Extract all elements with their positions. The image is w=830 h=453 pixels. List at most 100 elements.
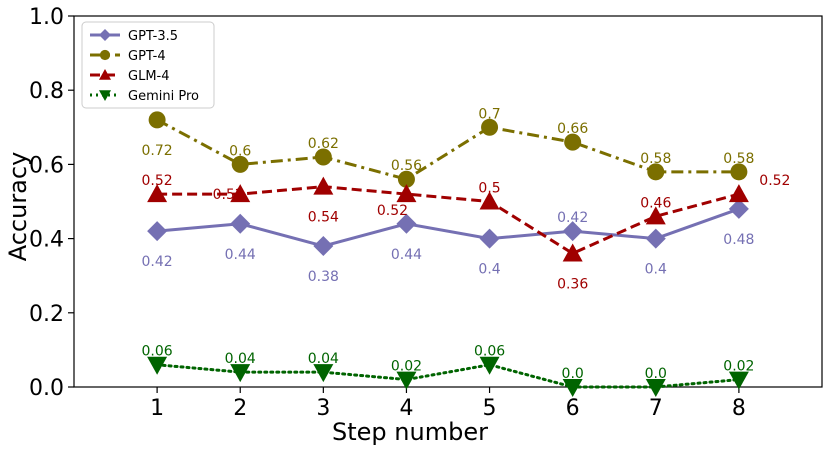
data-point (231, 155, 249, 173)
data-label: 0.52 (213, 187, 244, 203)
data-point (647, 163, 665, 181)
series-line (156, 118, 739, 181)
data-label: 0.66 (557, 121, 588, 137)
data-label: 0.48 (723, 232, 754, 248)
series-line (157, 185, 740, 256)
legend-marker (99, 49, 111, 61)
data-point (562, 221, 583, 242)
legend-marker (99, 69, 111, 80)
data-point (147, 356, 168, 375)
data-label: 0.42 (142, 254, 173, 270)
data-label: 0.5 (478, 181, 500, 197)
data-point (396, 371, 417, 390)
data-label: 0.42 (557, 210, 588, 226)
data-label: 0.52 (377, 203, 408, 219)
y-tick-label: 0.0 (29, 376, 64, 401)
data-label: 0.44 (225, 247, 256, 263)
data-point (562, 243, 583, 262)
data-point (313, 364, 334, 383)
data-point (730, 163, 748, 181)
series-gemini-pro: 0.06 0.04 0.04 0.02 0.06 0.0 0.0 0.02 (142, 344, 754, 397)
data-point (396, 184, 417, 203)
data-point (147, 184, 168, 203)
data-point (645, 206, 666, 225)
data-label: 0.56 (391, 158, 422, 174)
data-point (479, 356, 500, 375)
legend-label: GPT-3.5 (128, 29, 178, 44)
y-tick-label: 0.4 (29, 228, 64, 253)
data-label: 0.54 (308, 210, 339, 226)
data-point (481, 118, 499, 136)
legend-marker (99, 29, 111, 41)
data-point (230, 364, 251, 383)
x-tick-label: 5 (483, 396, 497, 421)
legend-item: GPT-3.5 (90, 29, 178, 44)
x-tick-label: 3 (316, 396, 330, 421)
data-label: 0.02 (723, 359, 754, 375)
data-label: 0.7 (478, 106, 500, 122)
data-label: 0.04 (225, 351, 256, 367)
data-label: 0.44 (391, 247, 422, 263)
series-gpt-3-5: 0.42 0.44 0.38 0.44 0.4 0.42 0.4 0.48 (142, 198, 754, 285)
data-point (728, 198, 749, 219)
data-label: 0.46 (640, 195, 671, 211)
x-tick-label: 7 (649, 396, 663, 421)
series-line (155, 363, 741, 389)
legend-item: GPT-4 (90, 49, 166, 64)
data-point (728, 184, 749, 203)
legend-label: Gemini Pro (128, 89, 199, 104)
y-tick-label: 1.0 (29, 5, 64, 30)
data-label: 0.0 (562, 366, 584, 382)
x-tick-label: 8 (732, 396, 746, 421)
x-axis-label: Step number (332, 418, 488, 446)
data-point (230, 213, 251, 234)
x-tick-label: 6 (566, 396, 580, 421)
data-point (645, 379, 666, 397)
data-label: 0.4 (478, 262, 500, 278)
data-point (147, 221, 168, 242)
data-label: 0.52 (759, 173, 790, 189)
data-label: 0.38 (308, 269, 339, 285)
data-label: 0.02 (391, 359, 422, 375)
data-point (313, 236, 334, 257)
series-line (156, 207, 740, 248)
data-label: 0.36 (557, 276, 588, 292)
y-tick-label: 0.8 (29, 79, 64, 104)
data-label: 0.06 (474, 344, 505, 360)
data-point (396, 213, 417, 234)
data-point (230, 184, 251, 203)
legend-label: GLM-4 (128, 69, 170, 84)
data-label: 0.72 (142, 143, 173, 159)
data-point (148, 111, 166, 129)
data-point (564, 133, 582, 151)
legend-item: GLM-4 (90, 69, 170, 84)
data-point (314, 148, 332, 166)
series-gpt-4: 0.72 0.6 0.62 0.56 0.7 0.66 0.58 0.58 (142, 106, 754, 188)
data-label: 0.06 (142, 344, 173, 360)
x-tick-label: 4 (399, 396, 413, 421)
data-label: 0.58 (640, 151, 671, 167)
legend-marker (99, 90, 111, 101)
x-tick-label: 2 (233, 396, 247, 421)
data-label: 0.52 (142, 173, 173, 189)
legend-box (81, 21, 215, 109)
x-tick-label: 1 (150, 396, 164, 421)
legend-label: GPT-4 (128, 49, 166, 64)
data-label: 0.58 (723, 151, 754, 167)
data-point (479, 228, 500, 249)
data-label: 0.0 (645, 366, 667, 382)
data-label: 0.4 (645, 262, 667, 278)
data-point (562, 379, 583, 397)
y-tick-label: 0.2 (29, 302, 64, 327)
data-point (645, 228, 666, 249)
y-tick-label: 0.6 (29, 153, 64, 178)
plot-frame (73, 15, 823, 388)
series-glm-4: 0.52 0.52 0.54 0.52 0.5 0.36 0.46 0.52 (142, 173, 791, 292)
y-axis-label: Accuracy (4, 152, 32, 262)
data-label: 0.04 (308, 351, 339, 367)
data-point (479, 191, 500, 210)
data-point (728, 371, 749, 390)
legend-item: Gemini Pro (90, 89, 199, 104)
